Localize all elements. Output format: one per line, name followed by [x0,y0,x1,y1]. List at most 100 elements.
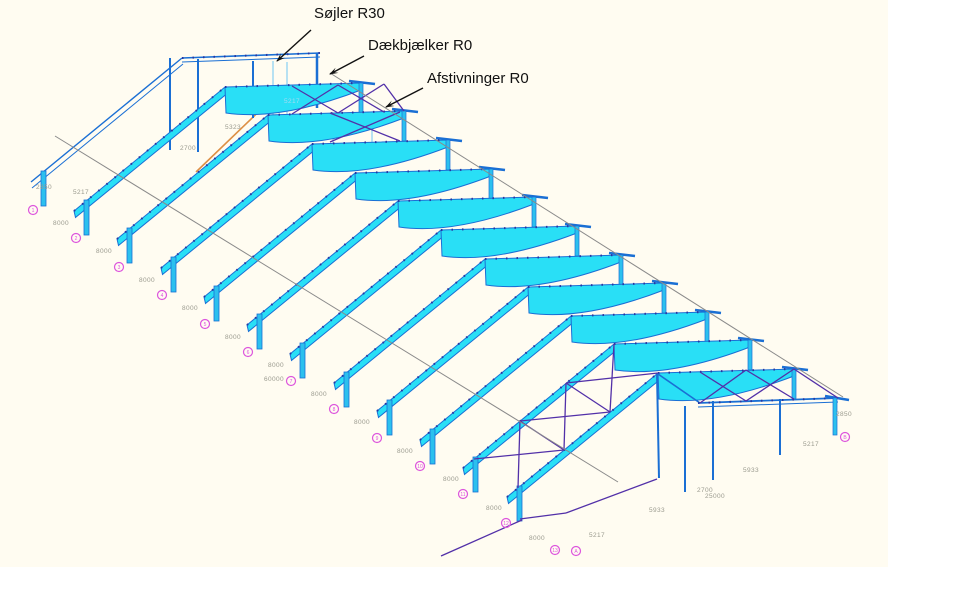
grid-bubble-label: A [574,549,578,555]
reference-line [54,135,619,483]
deck-beam [181,52,321,59]
right-column [832,397,838,436]
brace [337,83,385,114]
ticks [116,114,269,240]
grid-bubble: 6 [242,346,254,358]
brace [745,368,795,402]
gable-column [656,372,660,479]
dimension-label: 5933 [649,507,665,514]
dimension-label: 25000 [705,493,725,500]
grid-bubble-label: 7 [290,379,293,385]
grid-bubble-label: 2 [75,236,78,242]
grid-bubble: 13 [549,544,561,556]
eave-cap [737,336,765,343]
grid-bubble: 2 [70,232,82,244]
ticks [289,229,442,355]
brace [699,369,747,404]
left-column [213,285,220,322]
dimension-label: 8000 [53,220,69,227]
ticks [333,258,486,384]
grid-bubble: 7 [285,375,297,387]
ticks [376,286,529,412]
eave-cap [651,279,679,286]
dimension-label: 2850 [36,184,52,191]
grid-bubble-label: 6 [247,350,250,356]
grid-bubble: 12 [500,517,512,529]
grid-bubble-label: 10 [417,464,423,470]
grid-bubble: 5 [199,318,211,330]
brace [517,420,521,489]
dimension-label: 5323 [225,124,241,131]
dimension-label: 8000 [529,535,545,542]
dimension-label: 8000 [486,505,502,512]
dimension-label: 2700 [697,487,713,494]
grid-bubble-label: B [843,435,847,441]
ticks [246,200,399,326]
left-column [256,313,263,350]
portal-frame-9 [376,279,679,436]
right-column [401,110,407,142]
dimension-label: 8000 [182,305,198,312]
ticks [697,397,839,404]
grid-bubble: A [570,545,582,557]
grid-bubble-label: 9 [376,436,379,442]
dimension-label: 5217 [73,189,89,196]
reference-line [329,72,844,398]
grid-bubble-label: 1 [32,208,35,214]
right-column [574,225,580,257]
front-deck-beam [697,401,839,408]
grid-bubble: 1 [27,204,39,216]
dimension-label: 5933 [743,467,759,474]
ticks [506,372,659,498]
left-column [343,371,350,408]
dimension-label: 5217 [589,532,605,539]
left-column [299,342,306,379]
ticks [160,143,313,269]
brace [563,382,567,451]
ticks [419,315,572,441]
dimension-label: 8000 [225,334,241,341]
eave-cap [608,251,636,258]
left-column [472,456,479,493]
ticks [462,343,615,469]
right-column [618,254,624,286]
portal-frame-10 [419,308,722,465]
grid-bubble-label: 8 [333,407,336,413]
eave-cap [478,165,506,172]
eave-cap [391,107,419,114]
leader-arrow [276,29,312,62]
dimension-label: 5217 [803,441,819,448]
left-column [516,485,523,522]
leader-arrow [385,87,424,108]
grid-bubble-label: 4 [161,293,164,299]
annotation-deck-beams: Dækbjælker R0 [368,37,473,54]
brace [565,478,658,514]
grid-bubble-label: 11 [460,492,465,498]
portal-frame-5 [203,165,506,322]
dimension-label: 60000 [264,376,284,383]
deck-link [657,373,701,404]
left-column [429,428,436,465]
left-column [170,256,177,293]
right-column [445,139,451,171]
dimension-label: 8000 [268,362,284,369]
grid-bubble-label: 3 [118,265,121,271]
dimension-label: 8000 [139,277,155,284]
brace [440,519,523,557]
deck-beam [181,56,321,63]
right-column [661,282,667,314]
left-column [40,170,47,207]
dimension-label: 8000 [311,391,327,398]
brace [383,83,405,112]
brace [329,111,401,143]
dimension-label: 8000 [443,476,459,483]
dimension-label: 8000 [397,448,413,455]
grid-bubble-label: 12 [503,521,509,527]
brace [793,368,839,399]
left-column [386,399,393,436]
eave-cap [435,136,463,143]
leader-arrow [329,55,365,75]
left-column [83,199,90,236]
dimension-label: 8000 [354,419,370,426]
